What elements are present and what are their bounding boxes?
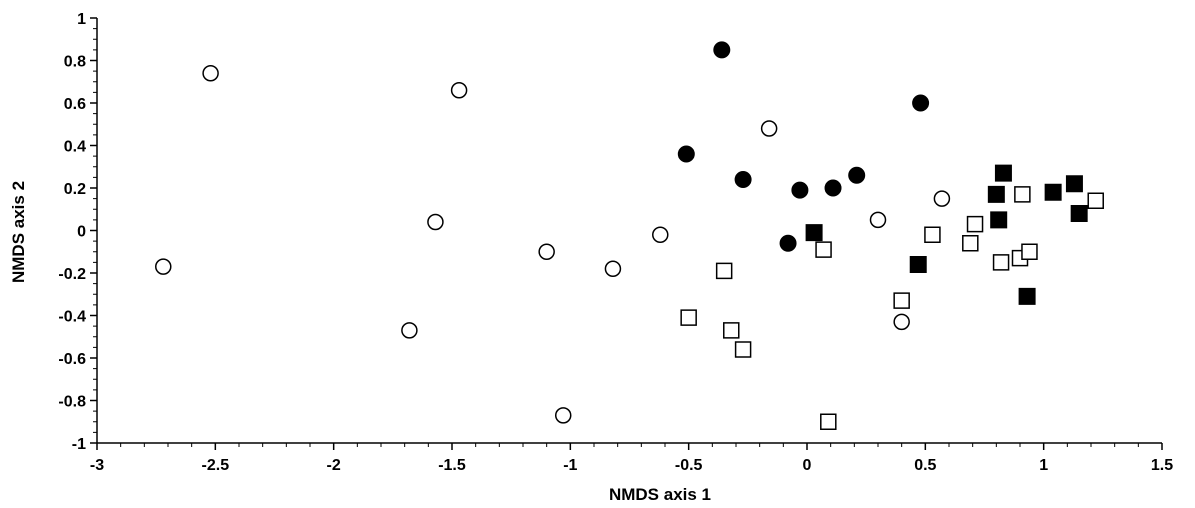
open-circle-point <box>893 313 910 331</box>
y-tick-label: 0.4 <box>64 139 86 156</box>
y-tick-label: -0.8 <box>58 394 86 411</box>
filled-square-point <box>805 224 823 242</box>
open-square-point <box>924 226 941 243</box>
filled-circle-point <box>734 171 752 188</box>
filled-square-point <box>1070 205 1088 222</box>
y-axis-title: NMDS axis 2 <box>9 181 28 283</box>
x-tick-label: -2 <box>327 457 341 474</box>
y-tick-label: 0.8 <box>64 54 86 71</box>
filled-square-point <box>994 164 1012 182</box>
open-circle-point <box>869 211 887 229</box>
open-square-point <box>1087 192 1104 209</box>
y-tick-label: -1 <box>72 436 86 453</box>
open-square-point <box>962 235 979 252</box>
y-tick-label: 0.2 <box>64 181 86 198</box>
open-square-point <box>815 241 832 258</box>
open-square-point <box>723 322 740 339</box>
open-circle-point <box>933 190 951 207</box>
x-tick-label: -3 <box>90 457 104 474</box>
filled-circle-point <box>713 41 731 59</box>
x-tick-label: 1.5 <box>1151 457 1173 474</box>
open-square-point <box>992 254 1010 271</box>
open-circle-point <box>554 407 572 424</box>
open-circle-point <box>155 258 172 275</box>
open-square-point <box>820 413 837 430</box>
filled-square-point <box>987 185 1005 203</box>
filled-circle-point <box>824 179 842 197</box>
y-tick-labels: 1 0.8 0.6 0.4 0.2 0 -0.2 -0.4 -0.6 -0.8 -1 <box>58 11 86 453</box>
filled-circle-point <box>791 181 809 199</box>
filled-square-point <box>1065 175 1083 193</box>
filled-circle-point <box>779 234 797 252</box>
y-tick-label: 0.6 <box>64 96 86 113</box>
open-square-point <box>1021 243 1038 260</box>
filled-square-point <box>1044 183 1062 201</box>
y-tick-label: -0.6 <box>58 351 86 368</box>
open-square-point <box>1014 186 1031 203</box>
filled-square-point <box>909 256 927 273</box>
x-tick-label: 0.5 <box>914 457 936 474</box>
filled-circle-point <box>848 166 866 184</box>
open-square-point <box>715 262 733 280</box>
open-circle-point <box>652 226 669 243</box>
open-circle-point <box>604 260 622 277</box>
y-tick-label: -0.4 <box>58 309 86 326</box>
open-circle-point <box>401 322 418 339</box>
x-tick-label: 0 <box>803 457 812 474</box>
x-tick-label: -1.5 <box>438 457 466 474</box>
filled-square-point <box>990 211 1008 229</box>
open-circle-point <box>760 120 778 137</box>
open-square-point <box>680 309 697 326</box>
x-tick-label: -1 <box>563 457 577 474</box>
filled-circle-point <box>912 94 930 112</box>
open-square-point <box>893 292 910 309</box>
filled-square-point <box>1018 287 1036 305</box>
data-points <box>155 41 1104 430</box>
open-circle-point <box>202 65 219 82</box>
y-tick-label: -0.2 <box>58 266 86 283</box>
x-tick-label: -2.5 <box>202 457 230 474</box>
open-circle-point <box>427 213 444 231</box>
open-circle-point <box>538 243 555 260</box>
open-circle-point <box>450 82 468 99</box>
y-tick-label: 1 <box>77 11 86 28</box>
x-axis-title: NMDS axis 1 <box>609 485 711 504</box>
y-tick-label: 0 <box>77 224 86 241</box>
x-tick-label: -0.5 <box>675 457 703 474</box>
x-tick-label: 1 <box>1039 457 1048 474</box>
open-square-point <box>966 215 984 233</box>
axes <box>90 17 1163 450</box>
open-square-point <box>734 341 752 358</box>
filled-circle-point <box>677 145 695 163</box>
x-tick-labels: -3 -2.5 -2 -1.5 -1 -0.5 0 0.5 1 1.5 <box>90 457 1173 474</box>
